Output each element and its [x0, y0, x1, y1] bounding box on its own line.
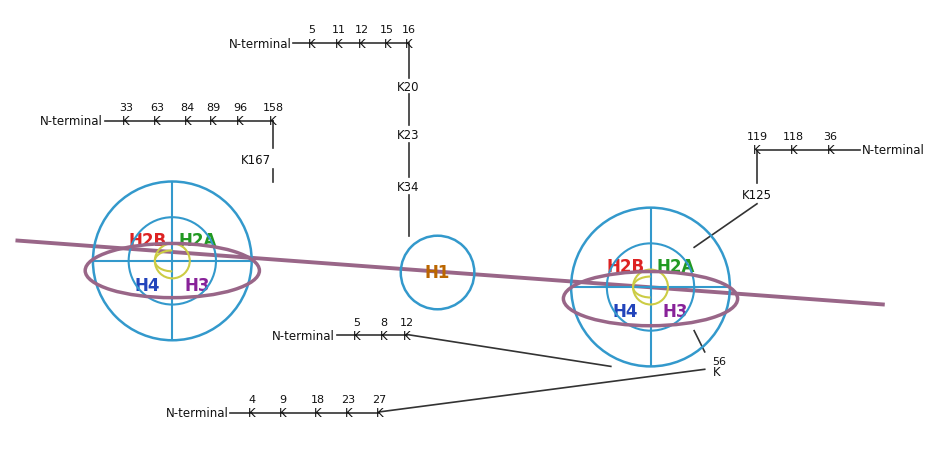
- Text: K: K: [279, 406, 286, 420]
- Text: N-terminal: N-terminal: [861, 144, 924, 157]
- Text: H2B: H2B: [606, 257, 644, 275]
- Text: K: K: [184, 115, 192, 128]
- Text: K23: K23: [397, 128, 419, 141]
- Text: 16: 16: [402, 25, 416, 35]
- Text: K: K: [308, 37, 315, 51]
- Text: 89: 89: [206, 102, 220, 112]
- Text: N-terminal: N-terminal: [229, 37, 291, 51]
- Text: 18: 18: [311, 394, 325, 404]
- Text: H4: H4: [613, 303, 638, 320]
- Text: K: K: [122, 115, 129, 128]
- Text: K: K: [405, 37, 412, 51]
- Text: K: K: [712, 365, 720, 378]
- Text: 118: 118: [783, 131, 804, 142]
- Text: K: K: [403, 329, 410, 342]
- Text: H2A: H2A: [179, 231, 217, 249]
- Text: 5: 5: [352, 317, 360, 327]
- Text: K125: K125: [742, 188, 772, 201]
- Text: 119: 119: [747, 131, 767, 142]
- Text: 56: 56: [712, 356, 726, 366]
- Text: N-terminal: N-terminal: [272, 329, 335, 342]
- Text: 12: 12: [355, 25, 369, 35]
- Text: K: K: [335, 37, 342, 51]
- Text: H2A: H2A: [657, 257, 695, 275]
- Text: 11: 11: [332, 25, 346, 35]
- Text: 33: 33: [119, 102, 133, 112]
- Text: K167: K167: [241, 153, 271, 167]
- Text: K: K: [236, 115, 244, 128]
- Text: K: K: [269, 115, 277, 128]
- Text: 23: 23: [341, 394, 355, 404]
- Text: 4: 4: [248, 394, 255, 404]
- Text: H1: H1: [425, 264, 450, 282]
- Text: K20: K20: [397, 81, 419, 94]
- Text: K: K: [383, 37, 391, 51]
- Text: K: K: [153, 115, 161, 128]
- Text: 8: 8: [379, 317, 387, 327]
- Text: 12: 12: [400, 317, 414, 327]
- Text: 84: 84: [180, 102, 195, 112]
- Text: 5: 5: [308, 25, 315, 35]
- Text: K: K: [753, 144, 761, 157]
- Text: K: K: [352, 329, 360, 342]
- Text: K: K: [313, 406, 322, 420]
- Text: N-terminal: N-terminal: [166, 406, 229, 420]
- Text: 27: 27: [372, 394, 387, 404]
- Text: H3: H3: [185, 277, 210, 294]
- Text: K: K: [209, 115, 217, 128]
- Text: 158: 158: [262, 102, 284, 112]
- Text: 96: 96: [233, 102, 247, 112]
- Text: 15: 15: [380, 25, 394, 35]
- Text: K: K: [345, 406, 352, 420]
- Text: K: K: [376, 406, 383, 420]
- Text: 9: 9: [279, 394, 286, 404]
- Text: K: K: [379, 329, 387, 342]
- Text: N-terminal: N-terminal: [40, 115, 102, 128]
- Text: H2B: H2B: [128, 231, 166, 249]
- Text: 36: 36: [824, 131, 838, 142]
- Text: H3: H3: [663, 303, 688, 320]
- Text: 63: 63: [150, 102, 164, 112]
- Text: K: K: [358, 37, 365, 51]
- Text: K: K: [790, 144, 798, 157]
- Text: K: K: [827, 144, 834, 157]
- Text: H4: H4: [135, 277, 160, 294]
- Text: K34: K34: [397, 181, 419, 193]
- Text: K: K: [248, 406, 256, 420]
